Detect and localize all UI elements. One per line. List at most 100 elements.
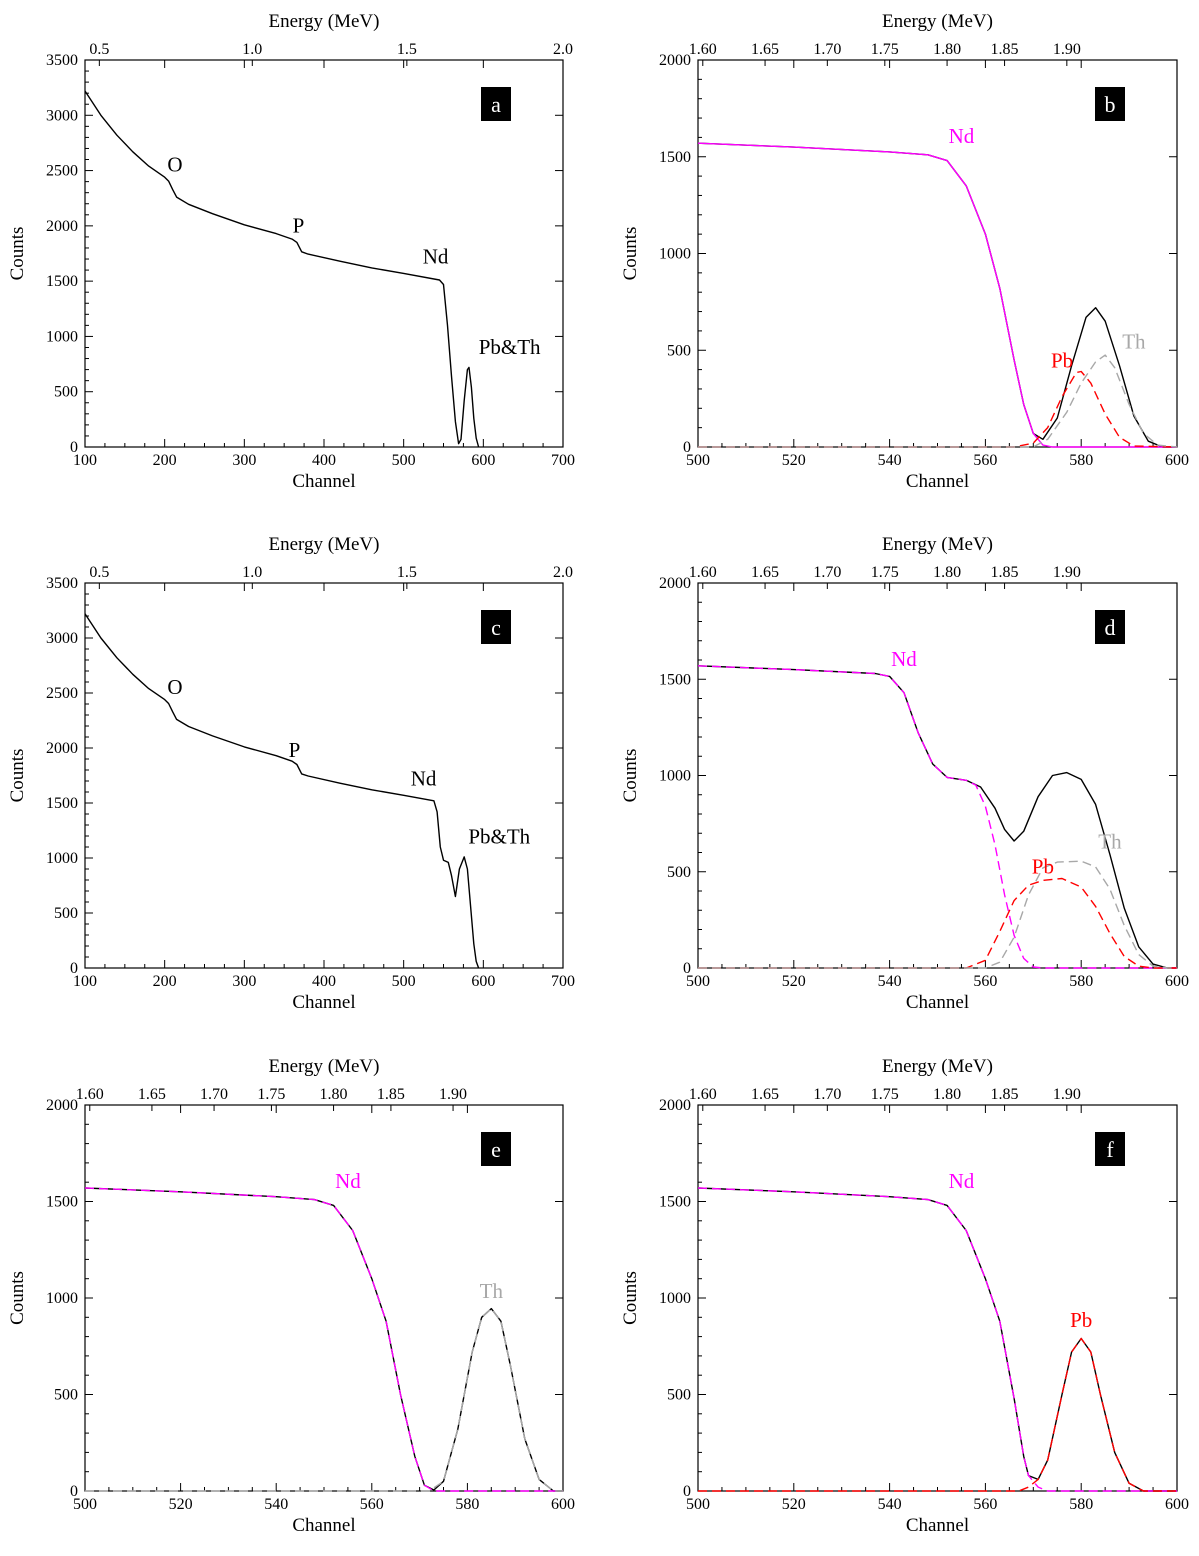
series-Pb-line — [698, 1337, 1177, 1492]
y-tick-label: 2000 — [659, 1097, 691, 1114]
x-tick-label: 520 — [782, 1496, 806, 1513]
series-total-line — [84, 90, 480, 448]
y-tick-label: 0 — [70, 960, 78, 977]
y-tick-label: 2000 — [659, 52, 691, 69]
annotation-pb: Pb — [1032, 855, 1054, 879]
series-Nd-line — [697, 142, 1177, 448]
y-tick-label: 500 — [54, 1387, 78, 1404]
annotation-nd: Nd — [423, 244, 449, 268]
energy-tick-label: 1.80 — [933, 1086, 961, 1103]
y-axis-label: Counts — [620, 749, 641, 803]
energy-tick-label: 1.85 — [991, 41, 1019, 58]
x-tick-label: 400 — [312, 973, 336, 990]
x-tick-label: 580 — [1069, 973, 1093, 990]
energy-tick-label: 1.85 — [991, 564, 1019, 581]
series-Pb-line — [698, 877, 1177, 969]
y-tick-label: 1500 — [46, 1194, 78, 1211]
annotation-th: Th — [1098, 830, 1122, 854]
panel-a: 100 200 300 400 500 600 700 0 500 1000 1500 2000 250… — [7, 11, 575, 492]
x-axis-label: Channel — [906, 1515, 969, 1536]
energy-tick-label: 1.70 — [813, 564, 841, 581]
x-tick-label: 100 — [73, 973, 97, 990]
series-total-line — [697, 142, 1177, 448]
x-tick-label: 600 — [1165, 452, 1189, 469]
series-Th-line — [698, 354, 1178, 448]
x-tick-label: 540 — [878, 973, 902, 990]
x-tick-label: 540 — [878, 452, 902, 469]
series-Nd-line — [697, 1187, 1177, 1492]
panel-letter: d — [1105, 615, 1116, 640]
y-tick-label: 1000 — [46, 850, 78, 867]
energy-tick-label: 1.60 — [76, 1086, 104, 1103]
y-axis-label: Counts — [620, 227, 641, 281]
y-axis-label: Counts — [7, 1271, 28, 1325]
y-tick-label: 3000 — [46, 630, 78, 647]
x-tick-label: 560 — [973, 452, 997, 469]
energy-tick-label: 1.70 — [813, 41, 841, 58]
x-tick-label: 600 — [551, 1496, 575, 1513]
energy-tick-label: 1.80 — [320, 1086, 348, 1103]
energy-tick-label: 1.80 — [933, 564, 961, 581]
x-axis-label: Channel — [292, 992, 355, 1013]
x-tick-label: 560 — [973, 973, 997, 990]
y-tick-label: 500 — [667, 864, 691, 881]
energy-tick-label: 1.85 — [991, 1086, 1019, 1103]
top-axis-label: Energy (MeV) — [269, 1056, 380, 1077]
x-tick-label: 200 — [153, 973, 177, 990]
panel-letter: b — [1105, 92, 1116, 117]
energy-tick-label: 0.5 — [89, 41, 109, 58]
top-axis-label: Energy (MeV) — [882, 11, 993, 32]
y-tick-label: 1500 — [659, 149, 691, 166]
series-Th-line — [698, 860, 1177, 969]
y-tick-label: 500 — [54, 905, 78, 922]
annotation-pb: Pb — [1070, 1308, 1092, 1332]
energy-tick-label: 1.65 — [751, 564, 779, 581]
y-tick-label: 0 — [683, 439, 691, 456]
x-tick-label: 560 — [360, 1496, 384, 1513]
x-tick-label: 500 — [73, 1496, 97, 1513]
y-tick-label: 2000 — [659, 575, 691, 592]
panel-c: 100 200 300 400 500 600 700 0 500 1000 1500 2000 250… — [7, 534, 575, 1013]
energy-tick-label: 1.65 — [138, 1086, 166, 1103]
x-tick-label: 300 — [232, 973, 256, 990]
x-tick-label: 520 — [782, 452, 806, 469]
energy-tick-label: 1.90 — [439, 1086, 467, 1103]
y-tick-label: 500 — [54, 384, 78, 401]
annotation-pbth: Pb&Th — [468, 825, 530, 849]
x-tick-label: 540 — [264, 1496, 288, 1513]
energy-tick-label: 1.70 — [813, 1086, 841, 1103]
energy-tick-label: 1.5 — [397, 41, 417, 58]
annotation-nd: Nd — [411, 766, 437, 790]
y-tick-label: 3000 — [46, 107, 78, 124]
panel-badge — [481, 87, 511, 121]
annotation-p: P — [293, 213, 305, 237]
energy-tick-label: 0.5 — [89, 564, 109, 581]
x-axis-label: Channel — [292, 1515, 355, 1536]
energy-tick-label: 1.60 — [689, 1086, 717, 1103]
energy-tick-label: 2.0 — [553, 564, 573, 581]
energy-tick-label: 1.75 — [871, 564, 899, 581]
y-tick-label: 500 — [667, 342, 691, 359]
top-axis-label: Energy (MeV) — [269, 11, 380, 32]
x-tick-label: 500 — [392, 452, 416, 469]
y-tick-label: 1000 — [659, 246, 691, 263]
top-axis-label: Energy (MeV) — [269, 534, 380, 555]
y-tick-label: 1500 — [46, 795, 78, 812]
energy-tick-label: 1.70 — [200, 1086, 228, 1103]
x-tick-label: 520 — [782, 973, 806, 990]
series-total-line — [697, 665, 1177, 969]
y-tick-label: 2000 — [46, 1097, 78, 1114]
y-tick-label: 1500 — [46, 273, 78, 290]
y-tick-label: 1000 — [659, 1290, 691, 1307]
y-axis-label: Counts — [7, 227, 28, 281]
energy-tick-label: 1.75 — [871, 1086, 899, 1103]
x-tick-label: 600 — [471, 452, 495, 469]
panel-badge — [1095, 1132, 1125, 1166]
energy-tick-label: 1.5 — [397, 564, 417, 581]
x-tick-label: 300 — [232, 452, 256, 469]
y-tick-label: 2500 — [46, 163, 78, 180]
annotation-nd: Nd — [335, 1169, 361, 1193]
energy-tick-label: 1.75 — [257, 1086, 285, 1103]
